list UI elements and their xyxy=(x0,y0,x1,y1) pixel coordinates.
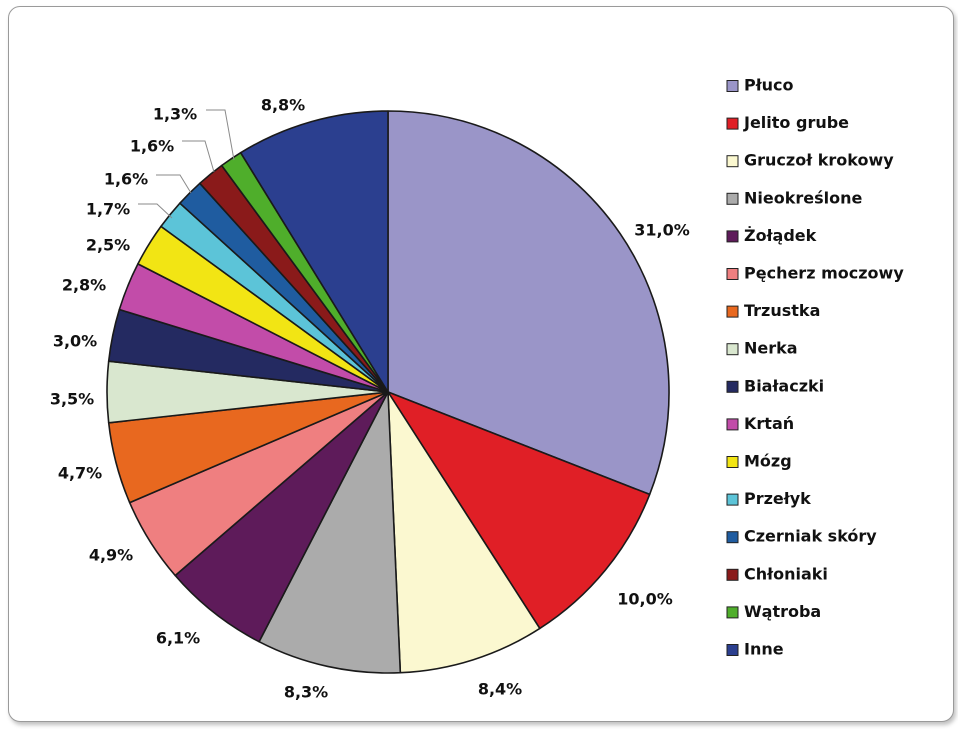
slice-data-label: 3,5% xyxy=(50,390,94,409)
legend-label: Krtań xyxy=(744,414,794,433)
legend-label: Gruczoł krokowy xyxy=(744,151,894,170)
pie-slice xyxy=(387,391,651,630)
legend-label: Nerka xyxy=(744,339,798,358)
slice-data-label: 1,7% xyxy=(86,200,130,219)
legend-swatch xyxy=(726,80,739,92)
legend-swatch xyxy=(726,155,739,168)
legend-label: Białaczki xyxy=(744,376,824,395)
legend-label: Mózg xyxy=(744,452,792,471)
leader-line xyxy=(138,203,173,219)
legend-label: Jelito grube xyxy=(743,113,849,132)
legend-swatch xyxy=(726,268,739,280)
slice-data-label: 1,3% xyxy=(153,105,197,124)
pie-slice xyxy=(387,391,541,674)
legend-label: Inne xyxy=(744,640,784,659)
legend-swatch xyxy=(726,456,739,468)
leader-line xyxy=(182,140,215,173)
pie-slice xyxy=(239,110,389,393)
slice-data-label: 8,4% xyxy=(478,680,522,699)
legend-swatch xyxy=(726,380,739,393)
legend-swatch xyxy=(726,305,739,318)
slice-data-label: 3,0% xyxy=(53,332,97,351)
slice-data-label: 6,1% xyxy=(156,629,200,648)
slice-data-label: 8,3% xyxy=(284,683,328,702)
slice-data-label: 4,7% xyxy=(58,464,102,483)
legend-swatch xyxy=(726,418,739,431)
pie-slice xyxy=(258,391,402,674)
pie-slices xyxy=(106,110,670,674)
legend-label: Płuco xyxy=(744,76,794,95)
legend-label: Czerniak skóry xyxy=(744,527,877,546)
slice-data-label: 1,6% xyxy=(104,170,148,189)
slice-data-label: 10,0% xyxy=(617,590,673,609)
data-labels: 31,0% 10,0% 8,4% 8,3% 6,1% 4,9% 4,7% 3,5% 3,0% 2,… xyxy=(50,96,690,702)
slice-data-label: 4,9% xyxy=(89,546,133,565)
legend-swatch xyxy=(726,493,739,506)
legend-label: Chłoniaki xyxy=(744,564,828,583)
legend-swatch xyxy=(726,568,739,581)
legend-label: Nieokreślone xyxy=(744,188,862,207)
legend-swatch xyxy=(726,230,739,243)
legend-swatch xyxy=(726,531,739,544)
legend-label: Pęcherz moczowy xyxy=(744,264,904,283)
pie-slice xyxy=(387,110,670,496)
legend-label: Trzustka xyxy=(744,301,820,320)
leader-line xyxy=(156,174,192,194)
legend-label: Przełyk xyxy=(744,489,811,508)
slice-data-label: 8,8% xyxy=(261,96,305,115)
legend-swatch xyxy=(726,192,739,205)
legend-label: Wątroba xyxy=(744,602,821,621)
slice-data-label: 2,5% xyxy=(86,236,130,255)
legend-swatch xyxy=(726,343,739,356)
legend-label: Żołądek xyxy=(744,226,817,245)
slice-data-label: 1,6% xyxy=(130,137,174,156)
leader-lines xyxy=(138,109,235,219)
legend: Płuco Jelito grube Gruczoł krokowy Nieokreś… xyxy=(726,76,904,659)
leader-line xyxy=(206,109,235,161)
legend-swatch xyxy=(726,606,739,619)
legend-swatch xyxy=(726,644,739,656)
legend-swatch xyxy=(726,117,739,130)
slice-data-label: 31,0% xyxy=(634,221,690,240)
slice-data-label: 2,8% xyxy=(62,276,106,295)
